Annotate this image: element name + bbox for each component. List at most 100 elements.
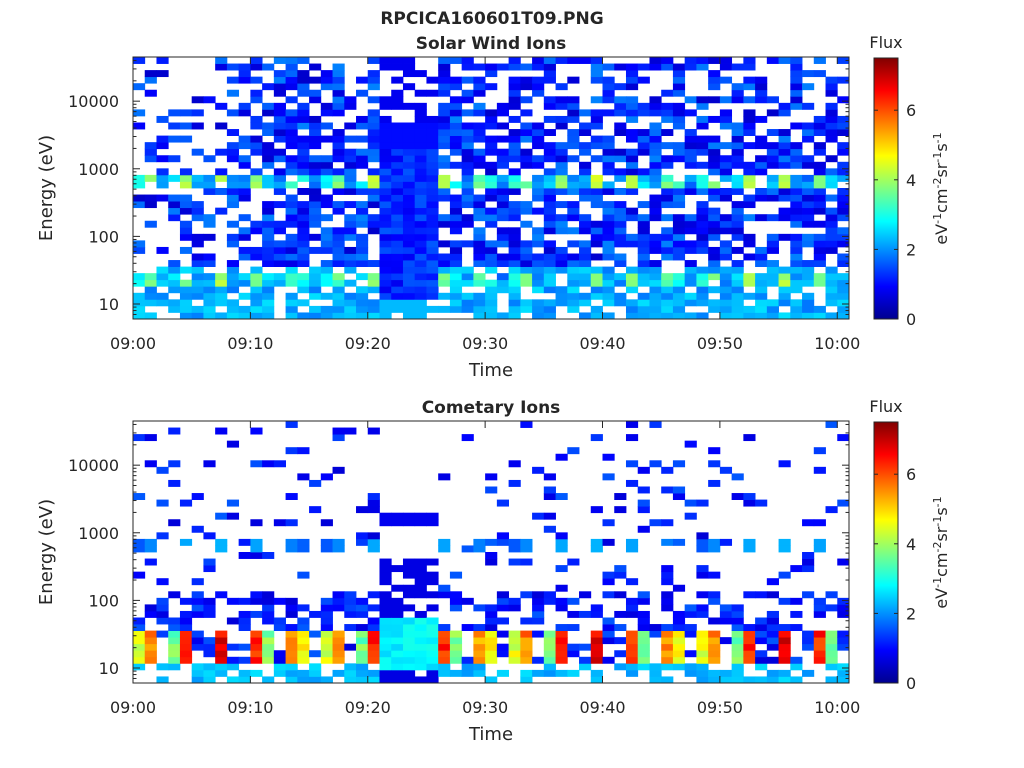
heatmap-cell xyxy=(813,260,826,267)
heatmap-cell xyxy=(426,279,439,287)
heatmap-cell xyxy=(449,148,463,156)
heatmap-cell xyxy=(285,669,298,677)
heatmap-cell xyxy=(426,558,439,566)
heatmap-cell xyxy=(602,591,615,599)
heatmap-cell xyxy=(449,656,463,664)
heatmap-cell xyxy=(520,83,533,91)
heatmap-cell xyxy=(520,240,533,248)
heatmap-cell xyxy=(438,188,451,195)
heatmap-cell xyxy=(637,181,650,189)
heatmap-cell xyxy=(391,174,404,182)
heatmap-cell xyxy=(813,148,826,156)
heatmap-cell xyxy=(778,148,791,156)
heatmap-cell xyxy=(250,610,263,618)
heatmap-cell xyxy=(766,155,779,163)
heatmap-cell xyxy=(590,656,603,664)
heatmap-cell xyxy=(778,637,791,645)
heatmap-cell xyxy=(625,96,639,104)
heatmap-cell xyxy=(567,214,580,222)
heatmap-cell xyxy=(297,240,310,248)
heatmap-cell xyxy=(602,453,615,461)
heatmap-cell xyxy=(813,273,826,281)
heatmap-cell xyxy=(766,181,779,189)
heatmap-cell xyxy=(332,292,345,300)
heatmap-cell xyxy=(426,188,439,195)
heatmap-cell xyxy=(614,273,627,281)
heatmap-cell xyxy=(402,312,416,320)
heatmap-cell xyxy=(543,207,556,215)
heatmap-cell xyxy=(766,676,779,684)
heatmap-cell xyxy=(391,122,404,130)
heatmap-cell xyxy=(449,214,463,222)
heatmap-cell xyxy=(590,604,603,612)
heatmap-cell xyxy=(215,512,228,520)
heatmap-cell xyxy=(625,538,639,546)
heatmap-cell xyxy=(590,220,603,228)
y-tick-label: 100 xyxy=(88,591,119,610)
heatmap-cell xyxy=(625,174,639,182)
heatmap-cell xyxy=(766,669,779,677)
heatmap-cell xyxy=(391,305,404,313)
heatmap-cell xyxy=(661,604,674,612)
heatmap-cell xyxy=(649,135,662,143)
heatmap-cell xyxy=(625,656,639,664)
heatmap-cell xyxy=(790,273,803,281)
heatmap-cell xyxy=(661,591,674,599)
heatmap-cell xyxy=(367,174,380,182)
heatmap-cell xyxy=(496,669,510,677)
heatmap-cell xyxy=(191,201,204,209)
heatmap-cell xyxy=(320,194,333,202)
heatmap-cell xyxy=(532,273,545,281)
heatmap-cell xyxy=(543,201,556,209)
heatmap-cell xyxy=(309,168,322,176)
heatmap-cell xyxy=(532,617,545,625)
heatmap-cell xyxy=(414,227,427,235)
heatmap-cell xyxy=(602,656,615,664)
heatmap-cell xyxy=(625,181,639,189)
heatmap-cell xyxy=(226,194,240,202)
heatmap-cell xyxy=(414,565,427,573)
heatmap-cell xyxy=(485,188,498,195)
heatmap-cell xyxy=(790,624,803,631)
heatmap-cell xyxy=(156,155,169,163)
heatmap-cell xyxy=(226,109,240,117)
heatmap-cell xyxy=(790,233,803,241)
heatmap-cell xyxy=(731,473,744,481)
heatmap-cell xyxy=(156,578,169,586)
heatmap-cell xyxy=(696,669,709,677)
heatmap-cell xyxy=(309,630,322,638)
heatmap-cell xyxy=(438,538,451,546)
heatmap-cell xyxy=(414,292,427,300)
heatmap-cell xyxy=(262,305,275,313)
heatmap-cell xyxy=(590,135,603,143)
heatmap-cell xyxy=(837,214,850,222)
heatmap-cell xyxy=(309,650,322,658)
heatmap-cell xyxy=(649,624,662,631)
heatmap-cell xyxy=(238,305,251,313)
heatmap-cell xyxy=(567,253,580,261)
heatmap-cell xyxy=(602,233,615,241)
heatmap-cell xyxy=(344,214,357,222)
heatmap-cell xyxy=(262,102,275,110)
heatmap-cell xyxy=(438,57,451,64)
heatmap-cell xyxy=(637,656,650,664)
heatmap-cell xyxy=(672,89,686,97)
heatmap-cell xyxy=(766,312,779,320)
heatmap-cell xyxy=(285,63,298,71)
heatmap-cell xyxy=(637,220,650,228)
heatmap-cell xyxy=(708,597,721,605)
heatmap-cell xyxy=(438,253,451,261)
heatmap-cell xyxy=(391,669,404,677)
heatmap-cell xyxy=(661,466,674,474)
heatmap-cell xyxy=(391,584,404,592)
heatmap-cell xyxy=(743,591,756,599)
heatmap-cell xyxy=(215,57,228,64)
heatmap-cell xyxy=(156,663,169,671)
heatmap-cell xyxy=(813,312,826,320)
heatmap-cell xyxy=(708,286,721,294)
heatmap-cell xyxy=(402,650,416,658)
heatmap-cell xyxy=(837,499,850,507)
heatmap-cell xyxy=(391,246,404,254)
heatmap-cell xyxy=(590,194,603,202)
heatmap-cell xyxy=(567,650,580,658)
